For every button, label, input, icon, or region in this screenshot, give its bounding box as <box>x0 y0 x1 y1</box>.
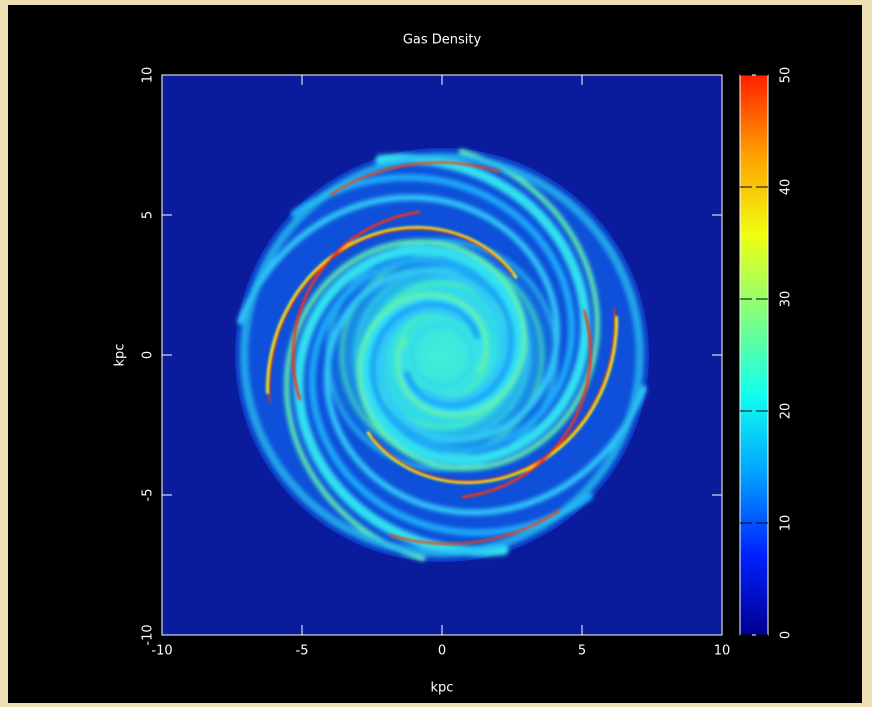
colorbar-tick-label: 50 <box>779 67 794 84</box>
arm <box>237 194 560 442</box>
arm <box>308 256 594 537</box>
x-axis-label: kpc <box>431 681 454 696</box>
x-tick-label: 10 <box>714 644 731 659</box>
colorbar <box>739 74 769 636</box>
x-tick-label: -10 <box>151 644 172 659</box>
y-tick-label: 0 <box>141 351 156 359</box>
y-tick-label: 5 <box>141 211 156 219</box>
chart-title: Gas Density <box>403 33 482 48</box>
shock <box>266 225 518 394</box>
arm <box>356 148 600 471</box>
y-tick-label: -5 <box>141 489 156 502</box>
shock <box>268 227 514 403</box>
y-tick-label: 10 <box>141 67 156 84</box>
colorbar-tick-label: 10 <box>779 515 794 532</box>
arm <box>293 245 524 557</box>
shock <box>370 307 616 483</box>
y-axis-label: kpc <box>113 344 128 367</box>
spiral-arms <box>237 148 647 562</box>
shock <box>366 316 618 485</box>
x-tick-label: 0 <box>438 644 446 659</box>
outer-ring <box>240 153 644 557</box>
x-tick-label: -5 <box>296 644 309 659</box>
ring <box>353 266 531 444</box>
ring <box>409 322 475 388</box>
shock <box>329 161 501 196</box>
colorbar-tick-label: 20 <box>779 403 794 420</box>
colorbar-tick-label: 0 <box>779 631 794 639</box>
x-tick-label: 5 <box>578 644 586 659</box>
arm <box>284 239 528 562</box>
y-tick-label: -10 <box>141 624 156 645</box>
spiral-shocks <box>266 161 618 545</box>
arm <box>360 153 591 465</box>
arm <box>290 173 576 454</box>
arm <box>324 268 647 516</box>
colorbar-tick-label: 30 <box>779 291 794 308</box>
shock <box>389 509 561 545</box>
shock <box>291 210 421 401</box>
shock <box>461 309 592 499</box>
colorbar-tick-label: 40 <box>779 179 794 196</box>
density-image <box>162 75 722 635</box>
